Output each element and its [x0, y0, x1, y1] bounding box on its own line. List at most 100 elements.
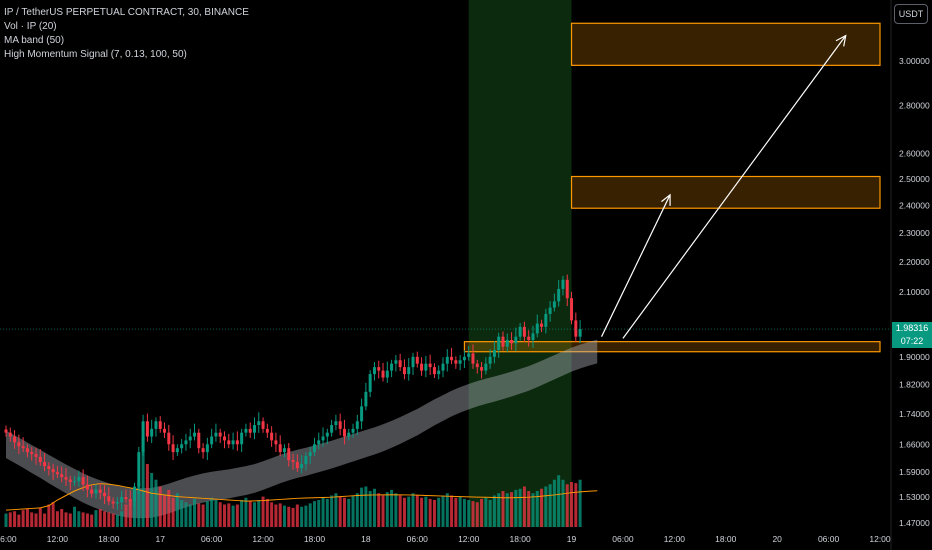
time-tick-label: 18:00 — [715, 534, 737, 544]
candle-body — [98, 489, 102, 493]
candle-body — [265, 428, 269, 433]
candle-body — [282, 448, 286, 453]
indicator-momentum[interactable]: High Momentum Signal (7, 0.13, 100, 50) — [4, 49, 187, 60]
candle-body — [295, 462, 299, 469]
volume-bar — [73, 506, 77, 527]
volume-bar — [193, 498, 197, 527]
volume-bar — [261, 496, 265, 527]
volume-bar — [13, 511, 17, 527]
price-tick-label: 2.30000 — [899, 228, 930, 238]
candle-body — [462, 356, 466, 361]
volume-bar — [330, 495, 334, 527]
volume-bar — [308, 503, 312, 527]
volume-bar — [240, 500, 244, 527]
candle-body — [248, 428, 252, 433]
candle-body — [197, 432, 201, 449]
volume-bar — [145, 464, 149, 527]
candle-body — [51, 468, 55, 473]
volume-bar — [163, 495, 167, 527]
candle-body — [574, 320, 578, 337]
volume-bar — [223, 504, 226, 527]
volume-bar — [338, 496, 342, 527]
candle-body — [437, 370, 441, 375]
volume-bar — [334, 493, 338, 527]
volume-bar — [21, 510, 25, 527]
currency-button[interactable]: USDT — [894, 4, 928, 24]
volume-bar — [231, 505, 235, 527]
volume-bar — [304, 505, 308, 527]
candle-body — [133, 486, 137, 502]
arrow-line — [622, 35, 847, 339]
candle-body — [163, 428, 167, 433]
candle-body — [505, 339, 509, 347]
candle-body — [171, 444, 175, 453]
time-tick-label: 12:00 — [869, 534, 891, 544]
price-tick-label: 1.90000 — [899, 352, 930, 362]
price-tick-label: 2.50000 — [899, 174, 930, 184]
price-tick-label: 1.59000 — [899, 467, 930, 477]
volume-bar — [381, 495, 385, 527]
volume-bar — [124, 504, 128, 527]
volume-bar — [540, 488, 544, 527]
price-tick-label: 1.66000 — [899, 439, 930, 449]
candle-body — [287, 448, 291, 461]
candle-body — [360, 406, 364, 422]
bar-countdown: 07:22 — [900, 336, 924, 346]
time-tick-label: 17 — [156, 534, 166, 544]
candle-body — [90, 489, 94, 494]
time-tick-label: 12:00 — [47, 534, 69, 544]
candle-body — [334, 421, 338, 426]
candle-body — [514, 336, 518, 344]
candle-body — [180, 444, 184, 449]
candle-body — [270, 432, 274, 441]
candle-body — [565, 279, 569, 299]
candle-body — [94, 489, 98, 494]
volume-bar — [390, 489, 394, 527]
candle-body — [218, 432, 222, 437]
volume-bar — [518, 488, 522, 527]
volume-bar — [501, 491, 505, 527]
time-tick-label: 18:00 — [98, 534, 120, 544]
indicator-volume[interactable]: Vol · IP (20) — [4, 21, 57, 32]
candle-body — [167, 432, 171, 445]
candle-body — [300, 464, 304, 469]
candle-body — [4, 429, 8, 433]
volume-bar — [394, 493, 398, 527]
price-axis[interactable]: 3.00000 2.80000 2.60000 2.50000 2.40000 2.300… — [899, 56, 930, 528]
candle-body — [454, 360, 458, 364]
volume-bar — [355, 493, 359, 527]
candle-body — [55, 472, 59, 475]
volume-bar — [184, 502, 188, 527]
time-tick-label: 18:00 — [304, 534, 326, 544]
candle-body — [420, 363, 424, 371]
volume-bar — [574, 483, 578, 527]
volume-bar — [557, 475, 561, 527]
candle-body — [47, 466, 51, 469]
volume-ma-line — [5, 483, 598, 511]
price-tick-label: 1.82000 — [899, 380, 930, 390]
candle-body — [73, 481, 77, 483]
volume-bar — [531, 493, 535, 527]
candle-body — [385, 370, 389, 378]
volume-bar — [120, 511, 124, 527]
candle-body — [107, 496, 111, 502]
candle-body — [488, 356, 492, 364]
time-tick-label: 06:00 — [201, 534, 223, 544]
session-highlight — [468, 0, 572, 527]
time-axis[interactable]: 06:00 12:00 18:00 17 06:00 12:00 18:00 18 06:00 1… — [0, 534, 891, 544]
indicator-ma-band[interactable]: MA band (50) — [4, 35, 65, 46]
candle-body — [355, 421, 359, 429]
volume-bar — [270, 502, 274, 527]
volume-bar — [398, 495, 402, 527]
volume-bar — [325, 498, 329, 527]
price-tick-label: 2.40000 — [899, 201, 930, 211]
candle-body — [377, 367, 381, 371]
candle-body — [257, 421, 261, 426]
candle-body — [201, 448, 205, 453]
volume-bar — [291, 507, 295, 527]
candle-body — [25, 448, 29, 453]
candle-body — [368, 374, 372, 392]
volume-bar — [107, 512, 111, 527]
symbol-title[interactable]: IP / TetherUS PERPETUAL CONTRACT, 30, BI… — [4, 7, 249, 18]
